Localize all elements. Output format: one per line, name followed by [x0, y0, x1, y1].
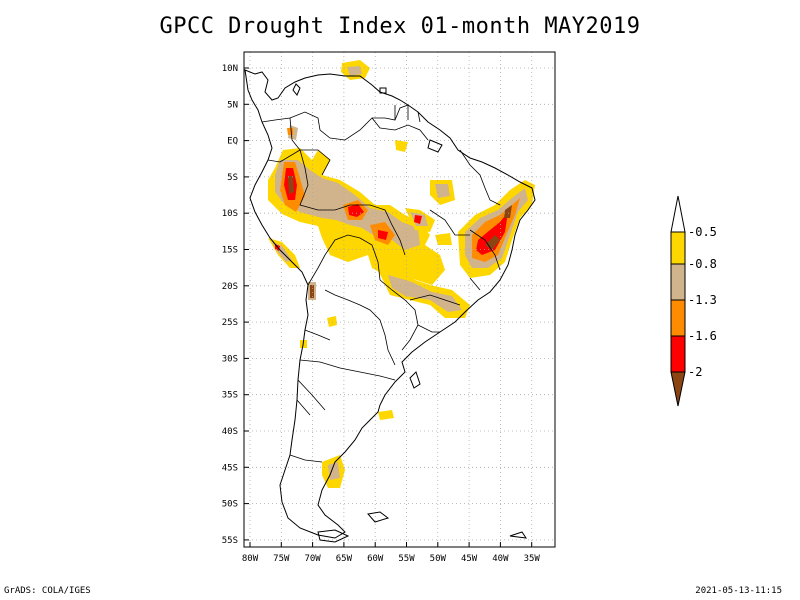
colorbar-segment	[670, 263, 686, 301]
footer-timestamp: 2021-05-13-11:15	[695, 586, 782, 596]
drought-area-tan	[435, 184, 450, 198]
lon-tick-label: 40W	[492, 554, 509, 564]
colorbar-label: -2	[688, 365, 702, 379]
lat-tick-label: 25S	[222, 318, 238, 328]
colorbar-label: -1.6	[688, 329, 717, 343]
lon-tick-label: 35W	[524, 554, 541, 564]
drought-area-yellow	[435, 233, 452, 245]
lon-tick-label: 55W	[398, 554, 415, 564]
lat-tick-label: 40S	[222, 427, 238, 437]
colorbar-label: -0.8	[688, 257, 717, 271]
lon-tick-label: 75W	[273, 554, 290, 564]
colorbar-label: -0.5	[688, 225, 717, 239]
lat-tick-label: 10S	[222, 209, 238, 219]
colorbar-bottom-arrow	[670, 371, 686, 407]
drought-area-yellow	[327, 316, 337, 327]
lon-tick-label: 50W	[430, 554, 447, 564]
drought-area-red	[414, 215, 422, 224]
longitude-axis: 80W 75W 70W 65W 60W 55W 50W 45W 40W 35W	[242, 542, 541, 564]
lat-tick-label: 45S	[222, 463, 238, 473]
footer-credit: GrADS: COLA/IGES	[4, 586, 91, 596]
lon-tick-label: 70W	[304, 554, 321, 564]
lat-tick-label: 10N	[222, 64, 238, 74]
drought-area-red	[476, 212, 508, 255]
lat-tick-label: 30S	[222, 354, 238, 364]
drought-area-orange	[287, 128, 293, 135]
drought-area-tan	[347, 66, 362, 76]
drought-area-tan	[328, 462, 340, 480]
colorbar-segment	[670, 299, 686, 337]
lat-tick-label: 5N	[227, 100, 238, 110]
country-borders	[261, 104, 501, 463]
lat-tick-label: 5S	[227, 173, 238, 183]
lon-tick-label: 60W	[367, 554, 384, 564]
lat-tick-label: 55S	[222, 536, 238, 546]
lon-tick-label: 80W	[242, 554, 259, 564]
lat-tick-label: EQ	[227, 137, 238, 147]
lon-tick-label: 65W	[336, 554, 353, 564]
lat-tick-label: 15S	[222, 246, 238, 256]
colorbar-segment	[670, 231, 686, 265]
drought-area-brown	[288, 176, 294, 194]
drought-shading	[268, 60, 535, 488]
drought-area-brown	[310, 285, 314, 298]
grid-lines	[244, 52, 555, 547]
lat-tick-label: 20S	[222, 282, 238, 292]
latitude-axis: 10N 5N EQ 5S 10S 15S 20S 25S 30S 35S 40S 45S 50S 55S	[222, 64, 249, 546]
chart-title: GPCC Drought Index 01-month MAY2019	[159, 14, 641, 39]
drought-area-yellow	[395, 140, 408, 152]
colorbar-label: -1.3	[688, 293, 717, 307]
drought-area-red	[348, 204, 364, 217]
lat-tick-label: 50S	[222, 500, 238, 510]
lat-tick-label: 35S	[222, 391, 238, 401]
coastlines	[244, 69, 536, 543]
drought-area-red	[378, 230, 388, 240]
colorbar-top-arrow	[670, 195, 686, 233]
lon-tick-label: 45W	[461, 554, 478, 564]
drought-area-brown	[504, 205, 512, 218]
drought-area-yellow	[378, 410, 394, 420]
colorbar-segment	[670, 335, 686, 373]
map-frame	[243, 51, 556, 548]
colorbar: -0.5 -0.8 -1.3 -1.6 -2	[670, 195, 717, 407]
